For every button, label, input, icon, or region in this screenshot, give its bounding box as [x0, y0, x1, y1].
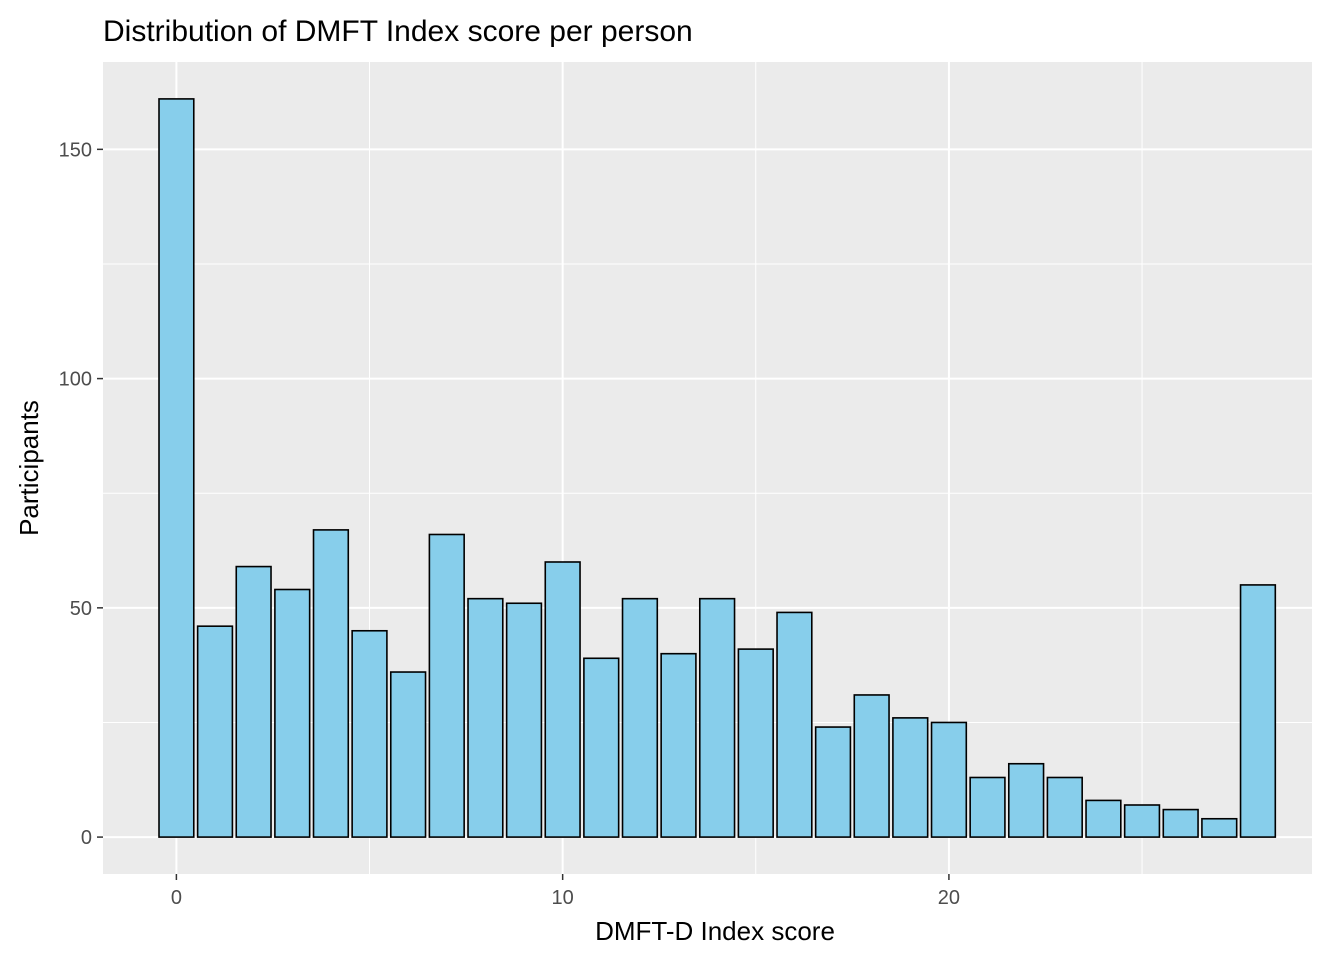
bars: [158, 98, 1277, 838]
bar: [1162, 808, 1199, 838]
y-tick-label: 0: [81, 827, 92, 849]
bar: [621, 597, 659, 838]
chart-title: Distribution of DMFT Index score per per…: [103, 15, 693, 48]
y-tick-label: 150: [59, 139, 92, 161]
y-axis-ticks: 0 50 100 150: [59, 139, 103, 849]
bar: [814, 726, 852, 838]
bar: [1123, 804, 1161, 838]
bar: [1201, 817, 1238, 838]
bar: [544, 561, 581, 838]
bar: [776, 611, 813, 838]
y-tick-label: 50: [70, 598, 92, 620]
bar: [930, 721, 968, 838]
bar: [853, 694, 890, 838]
bar: [660, 652, 697, 838]
x-axis-ticks: 0 10 20: [171, 874, 960, 909]
bar: [274, 588, 311, 838]
x-axis-label: DMFT-D Index score: [595, 916, 835, 946]
bar: [1046, 776, 1083, 838]
bar: [312, 529, 350, 838]
y-axis-label: Participants: [14, 400, 44, 536]
bar: [1085, 799, 1122, 838]
y-tick-label: 100: [59, 369, 92, 391]
bar: [698, 597, 736, 838]
bar: [892, 717, 929, 838]
bar: [351, 629, 388, 838]
bar: [505, 602, 543, 838]
bar: [428, 533, 465, 838]
bar: [389, 671, 427, 838]
bar: [158, 98, 195, 838]
bar: [737, 648, 774, 838]
bar: [235, 565, 272, 838]
x-tick-label: 20: [938, 887, 960, 909]
bar: [1239, 584, 1277, 838]
x-tick-label: 10: [552, 887, 574, 909]
bar: [467, 597, 504, 838]
bar: [1007, 762, 1045, 838]
bar: [583, 657, 620, 838]
x-tick-label: 0: [171, 887, 182, 909]
bar: [196, 625, 234, 838]
bar: [969, 776, 1006, 838]
